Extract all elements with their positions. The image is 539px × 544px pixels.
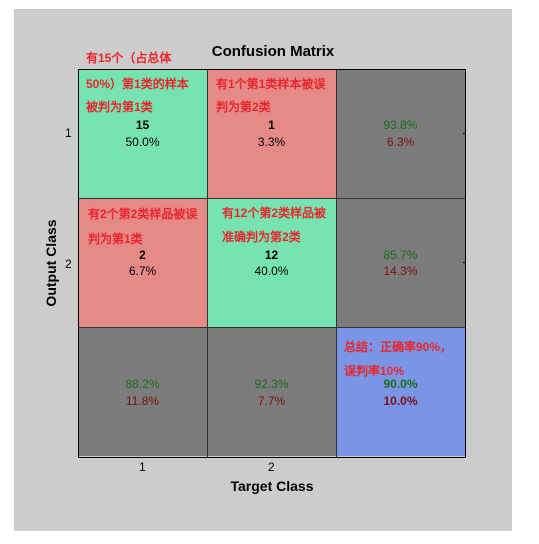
col1-correct-rate: 88.2% — [125, 377, 160, 391]
cell-1-1-percent: 50.0% — [125, 135, 160, 149]
top-rule — [14, 9, 512, 10]
x-tick-label-1: 1 — [139, 460, 146, 474]
y-axis-label: Output Class — [43, 219, 59, 307]
annotation-overall-line2: 误判率10% — [344, 364, 405, 378]
annotation-cell-2-2-line1: 有12个第2类样品被 — [222, 206, 327, 220]
cell-2-1 — [78, 198, 207, 327]
annotation-cell-1-1-line1: 有15个（占总体 — [86, 51, 172, 65]
x-tick-label-2: 2 — [268, 460, 275, 474]
cell-row1-summary — [336, 69, 465, 198]
overall-correct-rate: 90.0% — [383, 377, 418, 391]
grid-line — [78, 198, 466, 199]
annotation-cell-2-2-line2: 准确判为第2类 — [222, 230, 301, 244]
cell-2-2 — [207, 198, 336, 327]
y-tick-mark — [463, 262, 466, 263]
y-tick-label-1: 1 — [65, 126, 72, 140]
row2-error-rate: 14.3% — [383, 264, 418, 278]
cell-overall — [336, 327, 465, 456]
overall-error-rate: 10.0% — [383, 394, 418, 408]
annotation-cell-1-2-line1: 有1个第1类样本被误 — [216, 77, 326, 91]
annotation-overall-line1: 总结：正确率90%， — [344, 340, 453, 354]
annotation-cell-2-1-line1: 有2个第2类样品被误 — [88, 207, 198, 221]
grid-line — [336, 69, 337, 458]
cell-1-1-count: 15 — [135, 118, 150, 132]
cell-col1-summary — [78, 327, 207, 456]
cell-2-2-count: 12 — [264, 248, 279, 262]
row1-error-rate: 6.3% — [386, 135, 415, 149]
grid-line — [78, 327, 466, 328]
row1-correct-rate: 93.8% — [383, 118, 418, 132]
cell-1-1 — [78, 69, 207, 198]
cell-1-2-count: 1 — [268, 118, 275, 132]
cell-row2-summary — [336, 198, 465, 327]
cell-2-1-count: 2 — [139, 248, 146, 262]
col2-correct-rate: 92.3% — [254, 377, 289, 391]
annotation-cell-1-2-line2: 判为第2类 — [216, 100, 271, 114]
cell-1-2 — [207, 69, 336, 198]
annotation-cell-1-1-line3: 被判为第1类 — [86, 100, 153, 114]
grid-line — [207, 69, 208, 458]
chart-title: Confusion Matrix — [211, 43, 335, 60]
cell-2-2-percent: 40.0% — [254, 264, 289, 278]
cell-1-2-percent: 3.3% — [257, 135, 286, 149]
cell-2-1-percent: 6.7% — [128, 264, 157, 278]
row2-correct-rate: 85.7% — [383, 248, 418, 262]
y-tick-label-2: 2 — [65, 257, 72, 271]
x-axis-label: Target Class — [230, 478, 314, 494]
annotation-cell-2-1-line2: 判为第1类 — [88, 232, 143, 246]
col1-error-rate: 11.8% — [125, 394, 160, 408]
col2-error-rate: 7.7% — [257, 394, 286, 408]
y-tick-mark — [463, 133, 466, 134]
annotation-cell-1-1-line2: 50%）第1类的样本 — [86, 77, 189, 91]
cell-col2-summary — [207, 327, 336, 456]
